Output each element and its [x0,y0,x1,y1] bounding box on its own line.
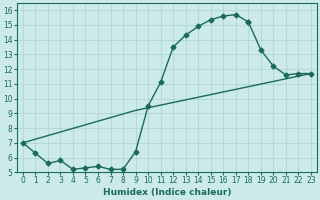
X-axis label: Humidex (Indice chaleur): Humidex (Indice chaleur) [103,188,231,197]
